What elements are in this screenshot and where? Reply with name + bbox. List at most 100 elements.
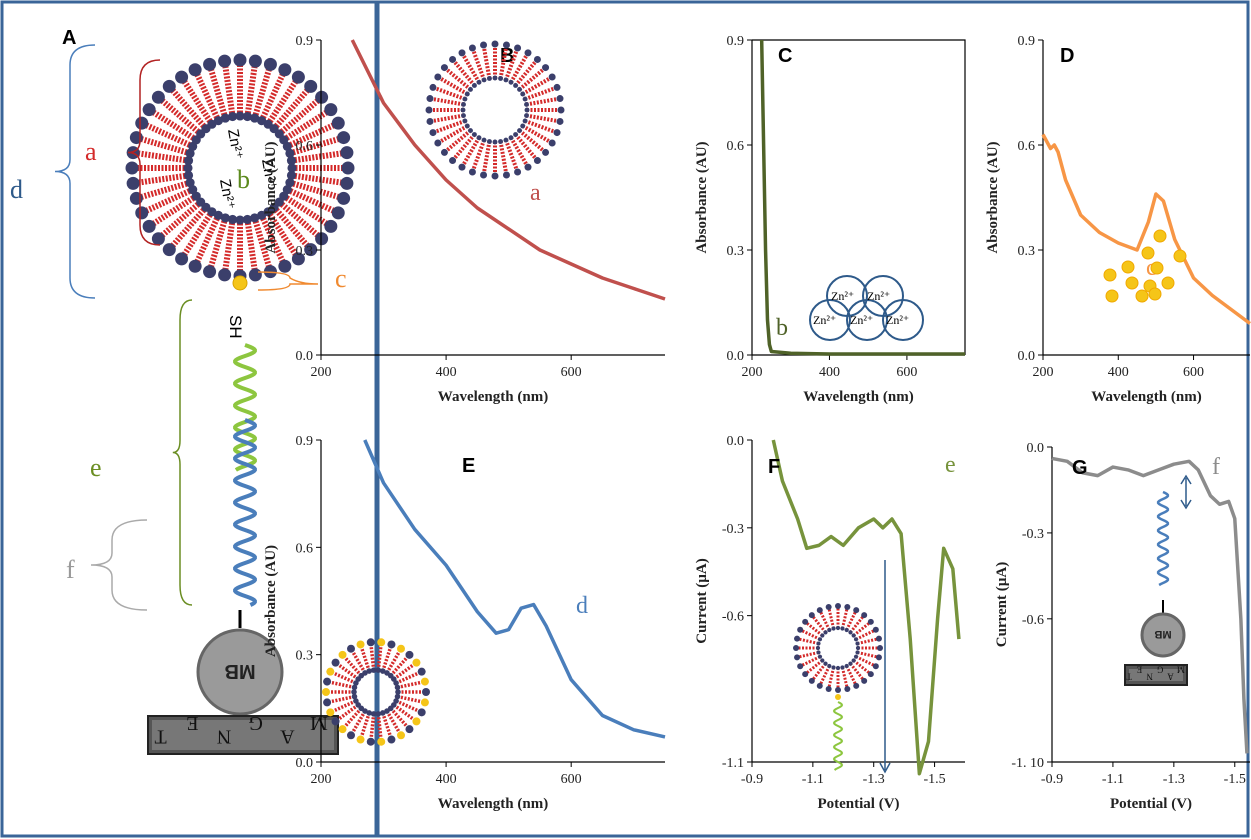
lipid-head	[282, 141, 292, 151]
y-tick-label: 0.0	[296, 349, 314, 364]
bead-label: MB	[224, 660, 255, 682]
x-tick-label: 200	[311, 772, 332, 787]
x-axis-title: Wavelength (nm)	[438, 389, 548, 405]
lipid-head	[802, 618, 809, 625]
lipid-head	[135, 206, 149, 220]
lipid-tail	[504, 47, 520, 81]
lipid-head	[486, 76, 492, 81]
lipid-head	[362, 670, 368, 676]
lipid-head	[278, 259, 292, 273]
chart: 0.0 0.3 0.6 0.9 200 400 600 Wavelength (nm) Abso…	[694, 34, 966, 405]
gold-particle	[1161, 276, 1175, 290]
lipid-head	[468, 44, 476, 52]
lipid-head	[263, 57, 277, 71]
lipid-head	[514, 44, 522, 52]
lipid-head	[338, 650, 347, 659]
lipid-head	[129, 191, 143, 205]
lipid-head	[492, 75, 498, 81]
y-axis-title: Absorbance (AU)	[694, 141, 710, 253]
dna-strand	[1156, 490, 1170, 587]
lipid-head	[481, 137, 487, 143]
lipid-head	[840, 626, 845, 631]
lipid-head	[513, 132, 519, 137]
lipid-tail	[526, 113, 561, 124]
lipid-head	[125, 161, 139, 175]
lipid-tail	[804, 659, 824, 676]
lipid-tail	[286, 186, 340, 216]
dna-strand	[233, 343, 257, 472]
lipid-head	[542, 148, 550, 156]
lipid-tail	[140, 120, 194, 150]
vesicle	[322, 638, 430, 746]
lipid-head	[337, 191, 351, 205]
lipid-tail	[827, 667, 836, 690]
lipid-head	[326, 708, 335, 717]
lipid-head	[471, 132, 477, 137]
lipid-head	[848, 661, 853, 666]
lipid-tail	[796, 637, 819, 646]
lipid-tail	[385, 647, 403, 674]
lipid-head	[228, 214, 238, 225]
lipid-head	[855, 650, 860, 655]
lipid-tail	[341, 653, 363, 677]
panel-a-frame	[0, 0, 378, 838]
lipid-head	[844, 663, 849, 669]
lipid-tail	[329, 699, 357, 714]
lipid-tail	[392, 661, 418, 681]
curve-label: f	[1212, 454, 1220, 480]
lipid-head	[449, 55, 457, 63]
lipid-head	[366, 737, 375, 746]
lipid-tail	[258, 214, 288, 268]
lipid-head	[218, 54, 232, 68]
lipid-tail	[132, 172, 189, 187]
lipid-head	[816, 641, 821, 646]
lipid-head	[480, 171, 488, 179]
lipid-head	[502, 171, 510, 179]
y-tick-label: 0.9	[727, 34, 745, 49]
lipid-head	[522, 118, 528, 124]
x-tick-label: 600	[561, 365, 582, 380]
lipid-tail	[827, 606, 836, 629]
lipid-head	[397, 644, 405, 653]
lipid-head	[851, 658, 856, 663]
y-tick-label: 0.6	[296, 139, 314, 154]
y-tick-label: -0.6	[1022, 613, 1044, 628]
ion-label: Zn²⁺	[813, 313, 836, 327]
lipid-head	[533, 55, 541, 63]
lipid-head	[353, 698, 359, 704]
y-tick-label: 0.6	[727, 139, 745, 154]
lipid-tail	[289, 179, 345, 202]
lipid-head	[808, 612, 815, 619]
lipid-tail	[392, 703, 418, 723]
lipid-head	[503, 77, 509, 83]
gold-particle	[1148, 287, 1162, 301]
lipid-tail	[192, 68, 222, 122]
lipid-head	[872, 663, 879, 670]
chart: 0.0 -0.3 -0.6 -1. 10-0.9 -1.1 -1.3 -1.5 Potenti…	[994, 441, 1250, 812]
lipid-head	[461, 113, 466, 119]
lipid-head	[341, 161, 355, 175]
lipid-tail	[179, 210, 215, 261]
lipid-tail	[796, 650, 819, 659]
lipid-tail	[810, 614, 827, 634]
lipid-head	[480, 41, 488, 49]
lipid-head	[820, 633, 825, 638]
lipid-tail	[244, 219, 259, 276]
lipid-tail	[397, 694, 426, 705]
lipid-head	[185, 148, 195, 158]
lipid-head	[548, 73, 556, 81]
bracket	[90, 519, 148, 611]
lipid-head	[434, 73, 442, 81]
gold-particle	[1125, 276, 1139, 290]
lipid-tail	[451, 133, 476, 162]
lipid-tail	[436, 75, 469, 96]
plot-frame	[752, 39, 966, 355]
bracket-label: c	[335, 264, 347, 293]
lipid-head	[844, 627, 849, 633]
lipid-head	[337, 131, 351, 145]
lipid-head	[853, 637, 859, 642]
lipid-tail	[265, 210, 301, 261]
lipid-head	[257, 210, 267, 220]
bracket	[257, 271, 319, 291]
lipid-head	[816, 607, 823, 614]
